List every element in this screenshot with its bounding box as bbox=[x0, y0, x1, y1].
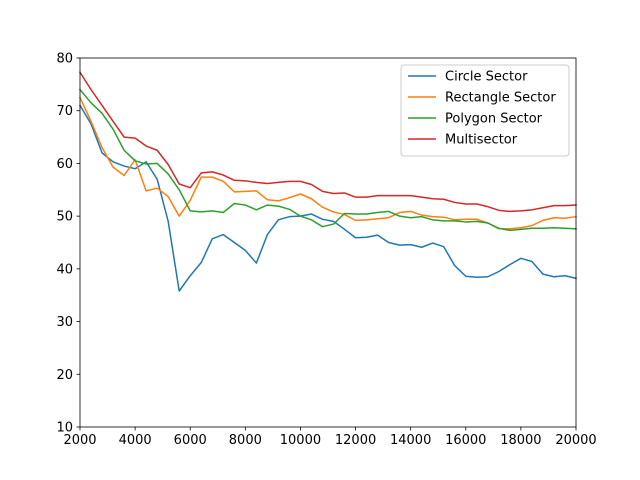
series-line-multisector bbox=[78, 71, 577, 213]
legend-label-rectangle-sector: Rectangle Sector bbox=[445, 91, 556, 106]
y-tick-label: 70 bbox=[56, 104, 73, 119]
y-tick-label: 10 bbox=[56, 421, 73, 436]
x-tick-label: 8000 bbox=[229, 433, 262, 448]
x-tick-label: 6000 bbox=[174, 433, 207, 448]
x-tick-label: 16000 bbox=[445, 433, 486, 448]
x-tick-label: 14000 bbox=[390, 433, 431, 448]
series-line-polygon-sector bbox=[78, 88, 577, 232]
axes-layer: 2000 4000 6000 8000 10000 12000 14000 16000 1800… bbox=[56, 52, 596, 449]
series-layer bbox=[78, 71, 577, 292]
y-tick-label: 20 bbox=[56, 368, 73, 383]
y-tick-label: 30 bbox=[56, 315, 73, 330]
legend-label-circle-sector: Circle Sector bbox=[445, 70, 528, 85]
y-tick-label: 80 bbox=[56, 52, 73, 67]
legend-label-multisector: Multisector bbox=[445, 133, 518, 148]
x-tick-label: 18000 bbox=[500, 433, 541, 448]
axes-frame bbox=[79, 57, 577, 428]
legend-label-polygon-sector: Polygon Sector bbox=[445, 112, 543, 127]
series-line-circle-sector bbox=[78, 104, 577, 292]
x-tick-label: 10000 bbox=[280, 433, 321, 448]
x-tick-label: 12000 bbox=[335, 433, 376, 448]
x-tick-label: 4000 bbox=[119, 433, 152, 448]
y-tick-label: 40 bbox=[56, 262, 73, 277]
x-tick-label: 2000 bbox=[63, 433, 96, 448]
x-tick-label: 20000 bbox=[555, 433, 596, 448]
legend-box bbox=[400, 64, 570, 157]
y-tick-label: 60 bbox=[56, 157, 73, 172]
legend: Circle Sector Rectangle Sector Polygon Sec… bbox=[400, 64, 570, 157]
y-tick-label: 50 bbox=[56, 210, 73, 225]
